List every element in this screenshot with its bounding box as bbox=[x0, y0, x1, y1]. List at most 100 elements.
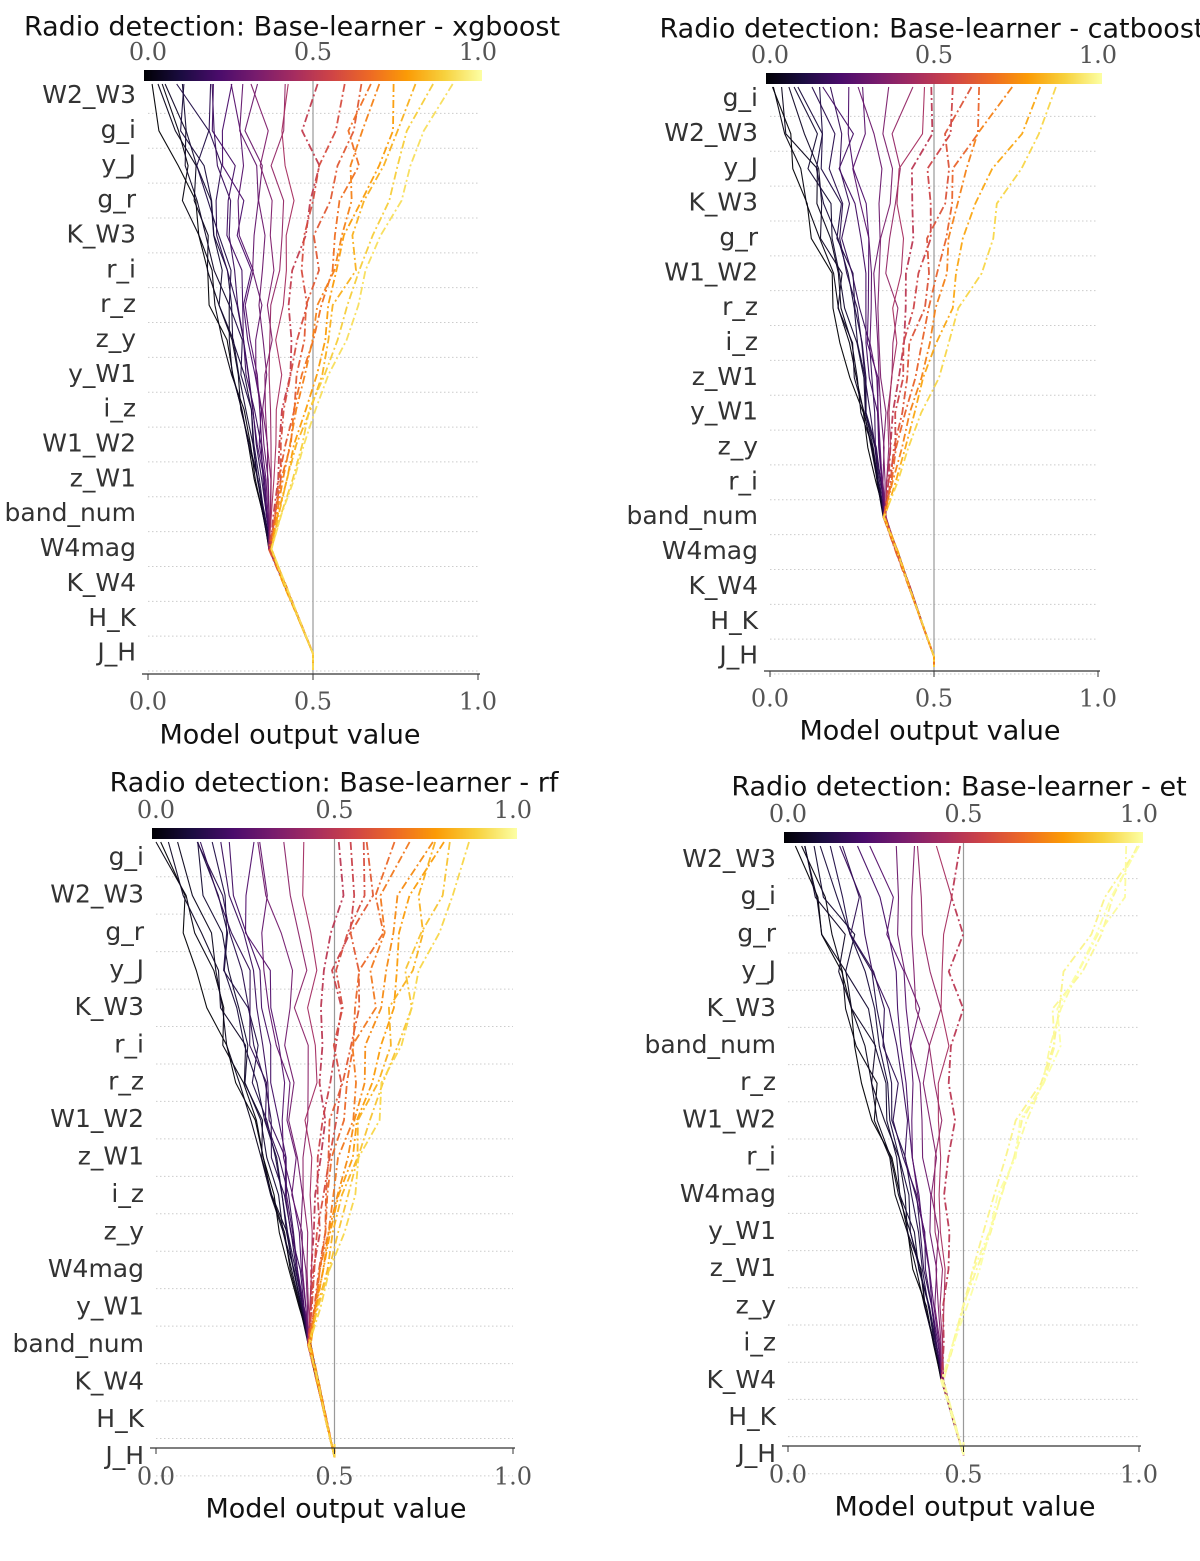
feature-label: g_i bbox=[101, 115, 136, 144]
feature-label: r_i bbox=[746, 1142, 776, 1171]
feature-label: g_i bbox=[741, 881, 776, 910]
feature-label: r_i bbox=[728, 466, 758, 495]
decision-line bbox=[940, 845, 1139, 1456]
decision-line bbox=[221, 83, 314, 670]
feature-label: J_H bbox=[95, 638, 136, 667]
panel-1: Radio detection: Base-learner - catboost… bbox=[627, 14, 1200, 747]
feature-label: r_z bbox=[740, 1067, 776, 1096]
feature-label: K_W3 bbox=[706, 993, 776, 1022]
feature-label: J_H bbox=[735, 1439, 776, 1468]
panel-3: Radio detection: Base-learner - et0.0 0.5… bbox=[645, 772, 1187, 1523]
feature-label: J_H bbox=[103, 1441, 144, 1470]
decision-line bbox=[220, 841, 336, 1458]
decision-line bbox=[856, 845, 965, 1456]
feature-label: z_W1 bbox=[692, 362, 758, 391]
x-tick-label: 1.0 bbox=[1079, 685, 1117, 713]
decision-line bbox=[268, 83, 314, 670]
decision-line bbox=[942, 845, 1128, 1456]
x-axis-label: Model output value bbox=[799, 716, 1060, 747]
decision-line bbox=[308, 841, 356, 1458]
colorbar bbox=[152, 828, 517, 839]
x-tick-label: 1.0 bbox=[1120, 1461, 1158, 1489]
decision-line bbox=[882, 86, 980, 667]
feature-label: H_K bbox=[710, 606, 758, 635]
decision-line bbox=[283, 841, 336, 1458]
decision-line bbox=[307, 841, 451, 1458]
feature-label: W1_W2 bbox=[50, 1104, 144, 1133]
feature-label: i_z bbox=[111, 1179, 144, 1208]
decision-line bbox=[161, 83, 314, 670]
feature-label: z_W1 bbox=[78, 1142, 144, 1171]
feature-label: W1_W2 bbox=[664, 257, 758, 286]
feature-label: W2_W3 bbox=[682, 844, 776, 873]
decision-line bbox=[160, 841, 336, 1458]
colorbar-tick-label: 0.5 bbox=[315, 796, 353, 824]
decision-line bbox=[883, 86, 954, 667]
feature-label: r_z bbox=[722, 292, 758, 321]
feature-label: g_r bbox=[105, 917, 144, 946]
decision-line bbox=[270, 83, 434, 670]
decision-line bbox=[307, 841, 411, 1458]
decision-line bbox=[269, 83, 321, 670]
feature-label: H_K bbox=[96, 1404, 144, 1433]
decision-lines bbox=[794, 845, 1140, 1456]
decision-line bbox=[883, 86, 1042, 667]
feature-label: z_y bbox=[104, 1217, 145, 1246]
chart-title: Radio detection: Base-learner - catboost bbox=[660, 14, 1200, 45]
colorbar-tick-label: 1.0 bbox=[1120, 800, 1158, 828]
decision-lines bbox=[151, 83, 454, 670]
chart-title: Radio detection: Base-learner - xgboost bbox=[24, 12, 560, 43]
feature-label: W2_W3 bbox=[42, 80, 136, 109]
decision-line bbox=[309, 841, 445, 1458]
colorbar-tick-label: 1.0 bbox=[494, 796, 532, 824]
decision-line bbox=[307, 841, 470, 1458]
feature-label: y_W1 bbox=[76, 1291, 144, 1320]
feature-label: W4mag bbox=[662, 536, 758, 565]
x-tick-label: 1.0 bbox=[459, 688, 497, 716]
colorbar-tick-label: 1.0 bbox=[1079, 41, 1117, 69]
decision-line bbox=[882, 86, 1013, 667]
feature-label: y_W1 bbox=[68, 359, 136, 388]
decision-line bbox=[793, 86, 935, 667]
feature-label: H_K bbox=[88, 603, 136, 632]
decision-line bbox=[309, 841, 434, 1458]
feature-label: band_num bbox=[5, 498, 136, 527]
feature-label: y_J bbox=[101, 150, 136, 179]
feature-label: y_J bbox=[723, 153, 758, 182]
feature-label: K_W3 bbox=[688, 188, 758, 217]
feature-label: z_W1 bbox=[710, 1253, 776, 1282]
colorbar-tick-label: 1.0 bbox=[459, 38, 497, 66]
feature-label: W4mag bbox=[40, 533, 136, 562]
decision-line bbox=[270, 83, 454, 670]
panel-0: Radio detection: Base-learner - xgboost0… bbox=[5, 12, 561, 751]
feature-label: W2_W3 bbox=[664, 118, 758, 147]
colorbar-tick-label: 0.5 bbox=[915, 41, 953, 69]
colorbar-tick-label: 0.0 bbox=[751, 41, 789, 69]
x-axis-label: Model output value bbox=[205, 1494, 466, 1525]
x-tick-label: 0.5 bbox=[944, 1461, 982, 1489]
colorbar-tick-label: 0.0 bbox=[137, 796, 175, 824]
colorbar-tick-label: 0.5 bbox=[294, 38, 332, 66]
decision-line bbox=[942, 845, 1140, 1456]
decision-line bbox=[940, 845, 965, 1456]
decision-line bbox=[167, 841, 336, 1458]
feature-label: K_W4 bbox=[688, 571, 758, 600]
decision-line bbox=[270, 83, 417, 670]
decision-line bbox=[885, 86, 935, 667]
feature-label: y_W1 bbox=[708, 1216, 776, 1245]
decision-line bbox=[895, 845, 965, 1456]
x-axis-label: Model output value bbox=[159, 720, 420, 751]
decision-line bbox=[268, 83, 314, 670]
panel-2: Radio detection: Base-learner - rf0.0 0.5… bbox=[13, 768, 560, 1525]
feature-label: y_J bbox=[741, 956, 776, 985]
feature-label: K_W4 bbox=[66, 568, 136, 597]
decision-line bbox=[771, 86, 935, 667]
feature-label: K_W3 bbox=[66, 219, 136, 248]
feature-label: z_W1 bbox=[70, 463, 136, 492]
x-tick-label: 0.5 bbox=[315, 1463, 353, 1491]
colorbar-tick-label: 0.5 bbox=[944, 800, 982, 828]
feature-label: r_z bbox=[100, 289, 136, 318]
x-tick-label: 0.0 bbox=[129, 688, 167, 716]
feature-label: W4mag bbox=[48, 1254, 144, 1283]
